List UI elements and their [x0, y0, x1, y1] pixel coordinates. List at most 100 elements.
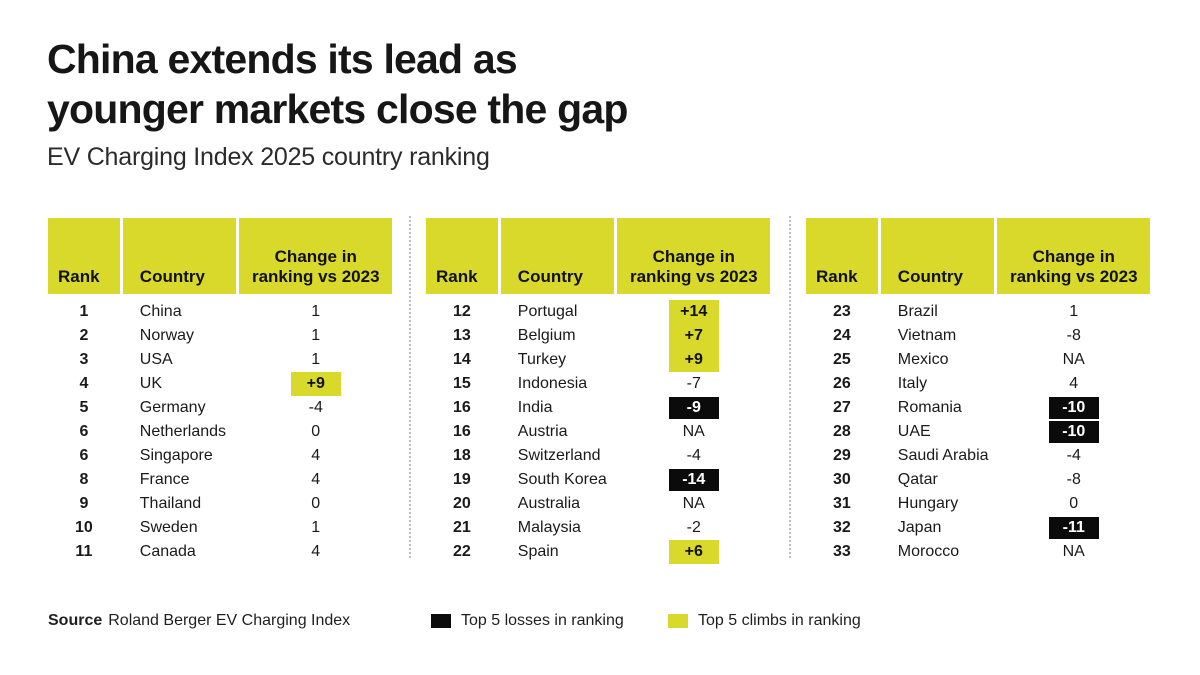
table-header-row: Rank Country Change in ranking vs 2023	[806, 218, 1150, 294]
column-divider	[409, 216, 411, 558]
table-row: 31 Hungary 0	[806, 492, 1150, 516]
change-column-header: Change in ranking vs 2023	[239, 218, 392, 294]
change-cell: -4	[239, 396, 392, 420]
rank-cell: 27	[832, 399, 851, 416]
legend-loss-swatch	[431, 614, 451, 628]
source-label: Source	[48, 612, 103, 629]
country-cell: Japan	[897, 519, 942, 536]
change-cell: NA	[617, 492, 770, 516]
ranking-table-3: Rank Country Change in ranking vs 2023 2…	[806, 218, 1150, 564]
rank-cell: 26	[832, 375, 851, 392]
legend-loss-label: Top 5 losses in ranking	[461, 612, 624, 629]
page-title-line2: younger markets close the gap	[47, 86, 628, 132]
table-row: 16 Austria NA	[426, 420, 770, 444]
change-value: -7	[686, 375, 701, 392]
rank-cell: 6	[79, 447, 89, 464]
table-row: 9 Thailand 0	[48, 492, 392, 516]
change-cell: +7	[617, 324, 770, 348]
country-cell: Norway	[139, 327, 195, 344]
change-cell: 1	[239, 324, 392, 348]
country-cell: Singapore	[139, 447, 213, 464]
change-value: NA	[1062, 543, 1085, 560]
change-value: -4	[686, 447, 701, 464]
change-cell: 1	[239, 516, 392, 540]
country-cell: China	[139, 303, 182, 320]
change-value: NA	[682, 423, 705, 440]
change-header-line2: ranking vs 2023	[1009, 267, 1138, 286]
rank-cell: 23	[832, 303, 851, 320]
change-value: 0	[311, 495, 321, 512]
table-body: 23 Brazil 1 24 Vietnam -8 25 Mexico NA 26 Italy 4 27…	[806, 300, 1150, 564]
country-cell: Australia	[517, 495, 581, 512]
change-value: 4	[311, 447, 321, 464]
page-title-line1: China extends its lead as	[47, 36, 518, 82]
change-cell: -8	[997, 324, 1150, 348]
country-cell: Brazil	[897, 303, 938, 320]
change-value: 4	[311, 543, 321, 560]
table-row: 25 Mexico NA	[806, 348, 1150, 372]
ranking-tables-region: Rank Country Change in ranking vs 2023 1…	[48, 216, 1154, 568]
table-body: 1 China 1 2 Norway 1 3 USA 1 4 UK +9 5 Germany -4 6 Neth…	[48, 300, 392, 564]
country-cell: Qatar	[897, 471, 938, 488]
table-row: 4 UK +9	[48, 372, 392, 396]
table-row: 23 Brazil 1	[806, 300, 1150, 324]
rank-cell: 3	[79, 351, 89, 368]
table-row: 28 UAE -10	[806, 420, 1150, 444]
table-row: 6 Netherlands 0	[48, 420, 392, 444]
change-cell: NA	[997, 348, 1150, 372]
rank-cell: 12	[452, 303, 471, 320]
change-value: 4	[1069, 375, 1079, 392]
rank-cell: 28	[832, 423, 851, 440]
change-value: 0	[1069, 495, 1079, 512]
change-cell: -8	[997, 468, 1150, 492]
change-value: 1	[311, 303, 321, 320]
change-cell: 1	[997, 300, 1150, 324]
country-cell: Switzerland	[517, 447, 601, 464]
change-cell: -10	[997, 396, 1150, 420]
country-column-header: Country	[122, 218, 237, 294]
country-cell: Germany	[139, 399, 206, 416]
rank-cell: 18	[452, 447, 471, 464]
table-row: 22 Spain +6	[426, 540, 770, 564]
country-cell: Austria	[517, 423, 568, 440]
change-cell: +9	[617, 348, 770, 372]
rank-cell: 22	[452, 543, 471, 560]
country-cell: Romania	[897, 399, 962, 416]
table-body: 12 Portugal +14 13 Belgium +7 14 Turkey +9 15 Indo…	[426, 300, 770, 564]
change-cell: 0	[239, 492, 392, 516]
table-row: 30 Qatar -8	[806, 468, 1150, 492]
country-cell: UK	[139, 375, 163, 392]
country-cell: Spain	[517, 543, 559, 560]
country-cell: UAE	[897, 423, 931, 440]
change-cell: -7	[617, 372, 770, 396]
change-value: 1	[311, 519, 321, 536]
change-cell: 1	[239, 300, 392, 324]
rank-cell: 16	[452, 399, 471, 416]
rank-cell: 21	[452, 519, 471, 536]
table-row: 10 Sweden 1	[48, 516, 392, 540]
change-cell: +6	[617, 540, 770, 564]
table-row: 2 Norway 1	[48, 324, 392, 348]
change-header-line1: Change in	[274, 247, 357, 266]
table-header-row: Rank Country Change in ranking vs 2023	[426, 218, 770, 294]
table-row: 33 Morocco NA	[806, 540, 1150, 564]
change-value: NA	[1062, 351, 1085, 368]
country-cell: USA	[139, 351, 173, 368]
country-column-header: Country	[500, 218, 615, 294]
table-row: 24 Vietnam -8	[806, 324, 1150, 348]
column-divider	[789, 216, 791, 558]
change-header-line2: ranking vs 2023	[629, 267, 758, 286]
country-cell: Portugal	[517, 303, 578, 320]
table-row: 26 Italy 4	[806, 372, 1150, 396]
table-row: 11 Canada 4	[48, 540, 392, 564]
change-cell: -2	[617, 516, 770, 540]
table-row: 19 South Korea -14	[426, 468, 770, 492]
rank-cell: 1	[79, 303, 89, 320]
rank-cell: 9	[79, 495, 89, 512]
rank-cell: 20	[452, 495, 471, 512]
rank-cell: 24	[832, 327, 851, 344]
table-row: 16 India -9	[426, 396, 770, 420]
change-value: -8	[1066, 471, 1081, 488]
rank-cell: 10	[74, 519, 93, 536]
